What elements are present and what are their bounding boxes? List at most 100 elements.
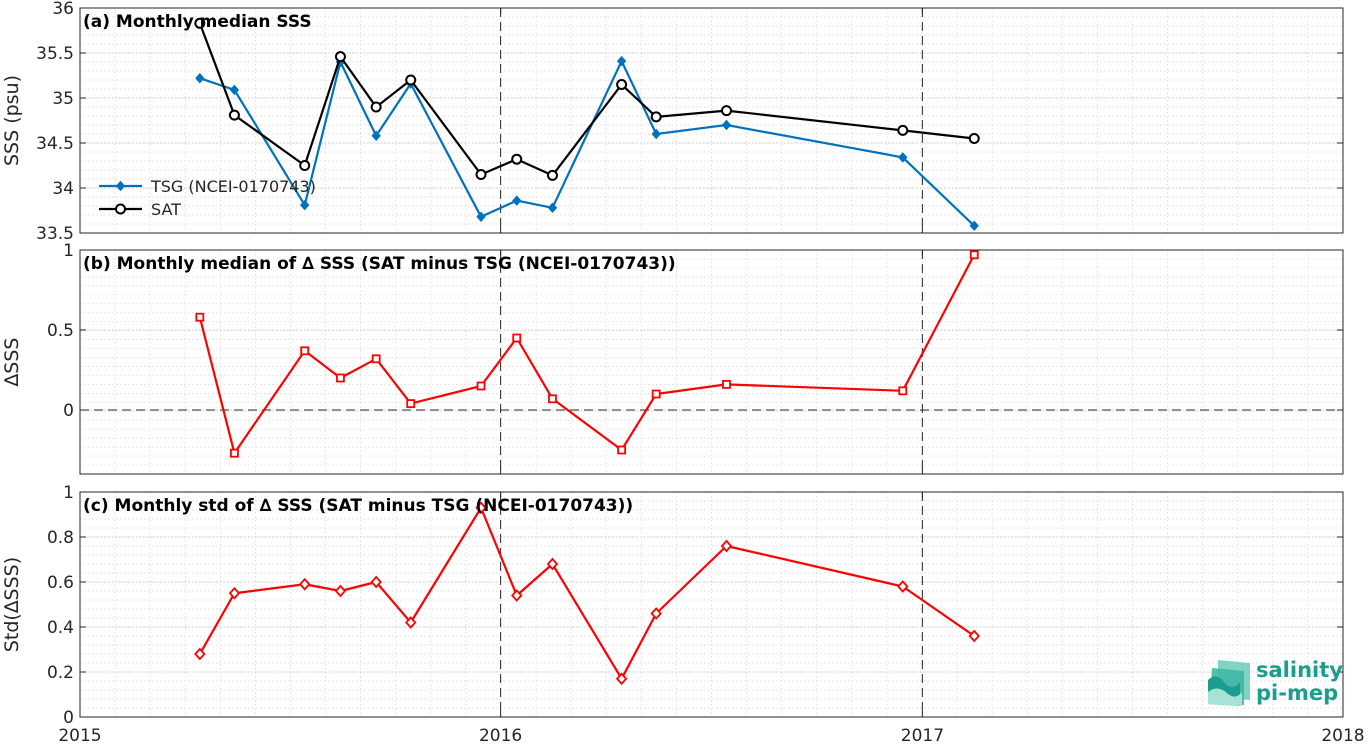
- data-point: [195, 312, 205, 322]
- legend-label: TSG (NCEI-0170743): [150, 177, 316, 196]
- y-tick-label: 33.5: [36, 224, 74, 244]
- series-line: [199, 59, 976, 227]
- data-point: [300, 346, 310, 356]
- y-tick-label: 35: [52, 89, 74, 109]
- data-point: [548, 394, 557, 404]
- series-2: [194, 17, 980, 181]
- series-1: [194, 501, 980, 686]
- data-point: [720, 539, 733, 553]
- series-line: [198, 254, 976, 455]
- data-point: [898, 386, 908, 396]
- series-line: [198, 22, 975, 177]
- data-point: [475, 501, 487, 515]
- data-point: [969, 220, 979, 232]
- data-point: [228, 586, 241, 600]
- data-point: [969, 250, 979, 260]
- x-tick-label: 2016: [479, 726, 522, 745]
- data-point: [511, 153, 523, 165]
- data-point: [299, 577, 311, 591]
- data-point: [616, 55, 627, 67]
- legend-marker: [115, 203, 126, 215]
- data-point: [721, 119, 732, 131]
- data-point: [334, 51, 346, 63]
- y-tick-label: 1: [63, 483, 74, 503]
- panel-b: 0 0.5 1 ∆SSS (b) Monthly median of ∆ SSS (SA…: [1, 241, 1344, 475]
- y-tick-label: 0.5: [47, 321, 74, 341]
- data-point: [650, 607, 662, 620]
- panel-c: 0 0.2 0.4 0.6 0.8 1 Std(∆SSS) (c) Monthly std o…: [1, 483, 1365, 745]
- y-tick-label: 34: [52, 179, 74, 199]
- logo-wave-icon: [1208, 660, 1250, 706]
- data-point: [897, 580, 909, 593]
- logo-line1: salinity: [1256, 658, 1343, 682]
- data-point: [512, 195, 522, 206]
- data-point: [475, 169, 487, 180]
- x-tick-label: 2015: [58, 726, 101, 745]
- data-point: [546, 557, 559, 571]
- data-point: [229, 84, 240, 96]
- logo-line2: pi-mep: [1256, 681, 1338, 705]
- data-point: [616, 79, 628, 90]
- panel-title: (a) Monthly median SSS: [83, 12, 312, 32]
- legend: TSG (NCEI-0170743) SAT: [99, 177, 316, 219]
- data-point: [370, 575, 382, 589]
- data-point: [300, 199, 310, 211]
- data-point: [650, 111, 662, 123]
- data-point: [546, 169, 558, 181]
- panel-title: (c) Monthly std of ∆ SSS (SAT minus TSG …: [83, 496, 633, 516]
- data-point: [230, 448, 239, 458]
- data-point: [194, 17, 206, 29]
- data-point: [405, 616, 417, 629]
- series-1: [195, 250, 979, 458]
- data-point: [334, 584, 347, 598]
- data-point: [722, 379, 731, 389]
- y-tick-label: 0: [63, 401, 74, 421]
- data-point: [512, 333, 522, 343]
- y-tick-label: 0.6: [47, 573, 74, 593]
- panel-a: 33.5 34 34.5 35 35.5 36 SSS (psu) (a) Monthly m…: [1, 0, 1344, 244]
- y-axis-label: Std(∆SSS): [1, 557, 23, 652]
- y-tick-label: 0.8: [47, 528, 74, 548]
- axes-box: [79, 491, 1344, 718]
- y-tick-label: 35.5: [36, 44, 74, 64]
- data-point: [371, 130, 381, 142]
- data-point: [651, 389, 661, 399]
- data-point: [615, 672, 628, 686]
- data-point: [547, 202, 558, 214]
- data-point: [476, 211, 486, 223]
- axes-box: [79, 249, 1344, 475]
- data-point: [336, 373, 345, 383]
- grid: [80, 249, 1343, 474]
- panel-title: (b) Monthly median of ∆ SSS (SAT minus T…: [83, 254, 676, 274]
- grid: [80, 491, 1343, 718]
- legend-marker: [115, 180, 126, 192]
- data-point: [228, 109, 240, 121]
- data-point: [968, 133, 980, 144]
- data-point: [406, 399, 416, 409]
- y-tick-label: 0.4: [47, 618, 74, 638]
- y-axis-label: ∆SSS: [1, 338, 23, 388]
- data-point: [898, 152, 908, 163]
- data-point: [195, 72, 205, 84]
- axes-box: [79, 7, 1344, 234]
- y-tick-label: 34.5: [36, 134, 74, 154]
- x-tick-label: 2018: [1321, 726, 1364, 745]
- grid: [80, 7, 1343, 234]
- series-1: [195, 55, 979, 232]
- data-point: [299, 160, 311, 171]
- y-tick-label: 0.2: [47, 663, 74, 683]
- data-point: [617, 445, 627, 455]
- data-point: [371, 354, 381, 364]
- data-point: [476, 381, 486, 391]
- x-tick-label: 2017: [901, 726, 944, 745]
- data-point: [897, 124, 909, 136]
- y-tick-label: 1: [63, 241, 74, 261]
- data-point: [194, 647, 206, 661]
- data-point: [370, 101, 382, 113]
- series-line: [198, 506, 975, 680]
- y-tick-label: 36: [52, 0, 74, 19]
- data-point: [651, 128, 661, 140]
- data-point: [405, 74, 417, 86]
- legend-label: SAT: [151, 200, 181, 219]
